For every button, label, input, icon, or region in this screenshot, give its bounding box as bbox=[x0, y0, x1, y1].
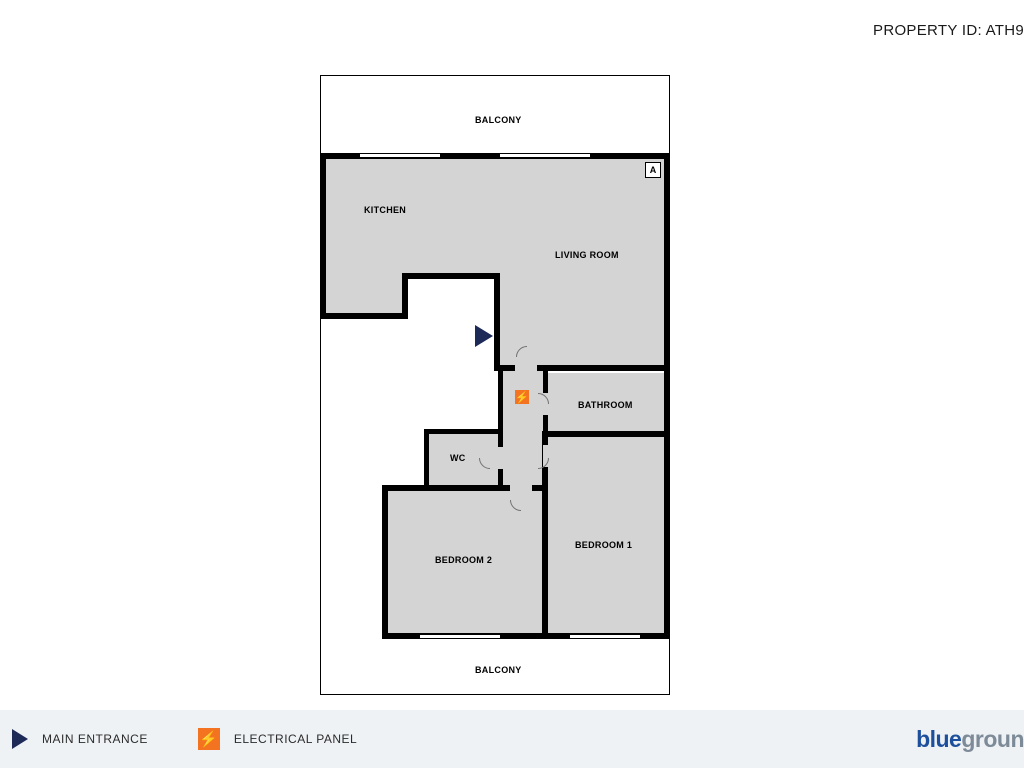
marker-a-glyph: A bbox=[650, 165, 657, 175]
wc-label: WC bbox=[450, 453, 466, 463]
bedroom2-label: BEDROOM 2 bbox=[435, 555, 492, 565]
legend-electrical: ⚡ ELECTRICAL PANEL bbox=[198, 728, 357, 750]
wall bbox=[424, 429, 502, 434]
bolt-icon: ⚡ bbox=[515, 391, 529, 404]
door-gap bbox=[515, 365, 537, 371]
door-gap bbox=[498, 447, 503, 469]
wall bbox=[320, 153, 326, 315]
property-id-label: PROPERTY ID: ATH9 bbox=[873, 22, 1024, 39]
wall bbox=[664, 153, 670, 639]
floor-plan: BALCONY bbox=[320, 75, 670, 695]
marker-a: A bbox=[645, 162, 661, 178]
living-label: LIVING ROOM bbox=[555, 250, 619, 260]
wall bbox=[498, 365, 503, 491]
brand-logo: bluegroun bbox=[916, 726, 1024, 753]
balcony-top-label: BALCONY bbox=[475, 115, 522, 125]
electrical-icon: ⚡ bbox=[198, 728, 220, 750]
wall bbox=[402, 273, 498, 279]
bolt-icon: ⚡ bbox=[199, 730, 218, 748]
legend-electrical-label: ELECTRICAL PANEL bbox=[234, 732, 357, 746]
electrical-panel-icon: ⚡ bbox=[515, 390, 529, 404]
window bbox=[360, 153, 440, 158]
wall bbox=[320, 313, 408, 319]
wall bbox=[402, 273, 408, 319]
window bbox=[420, 634, 500, 639]
wall bbox=[424, 429, 429, 489]
door-gap bbox=[510, 485, 532, 491]
wall bbox=[382, 485, 428, 491]
room-living-tall bbox=[498, 157, 664, 367]
bedroom1-label: BEDROOM 1 bbox=[575, 540, 632, 550]
bathroom-label: BATHROOM bbox=[578, 400, 633, 410]
balcony-bottom-label: BALCONY bbox=[475, 665, 522, 675]
room-kitchen-stub bbox=[326, 275, 406, 315]
entrance-icon bbox=[12, 729, 28, 749]
legend-entrance: MAIN ENTRANCE bbox=[12, 729, 148, 749]
legend-bar: MAIN ENTRANCE ⚡ ELECTRICAL PANEL bluegro… bbox=[0, 710, 1024, 768]
window bbox=[500, 153, 590, 158]
brand-part2: groun bbox=[961, 726, 1024, 752]
wall bbox=[382, 485, 388, 639]
wall bbox=[494, 273, 500, 369]
main-entrance-icon bbox=[475, 325, 493, 347]
brand-part1: blue bbox=[916, 726, 961, 752]
room-bedroom1 bbox=[548, 437, 664, 633]
window bbox=[570, 634, 640, 639]
wall bbox=[543, 431, 670, 437]
kitchen-label: KITCHEN bbox=[364, 205, 406, 215]
legend-entrance-label: MAIN ENTRANCE bbox=[42, 732, 148, 746]
